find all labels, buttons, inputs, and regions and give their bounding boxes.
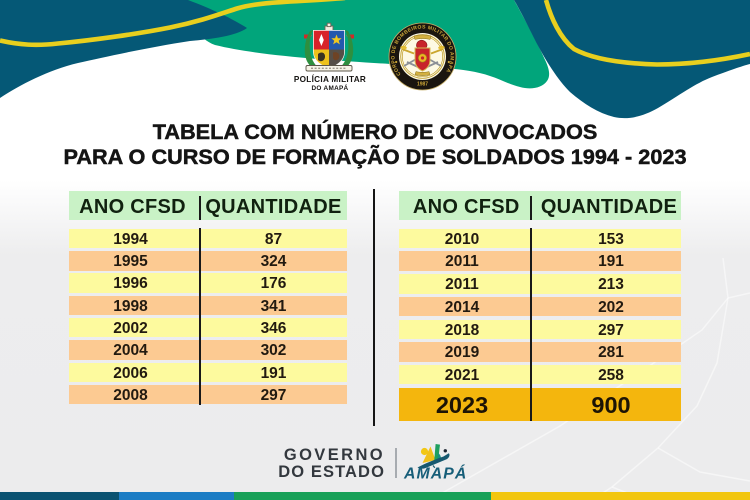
svg-text:AMAPÁ: AMAPÁ — [403, 464, 467, 483]
svg-text:1987: 1987 — [417, 82, 428, 88]
